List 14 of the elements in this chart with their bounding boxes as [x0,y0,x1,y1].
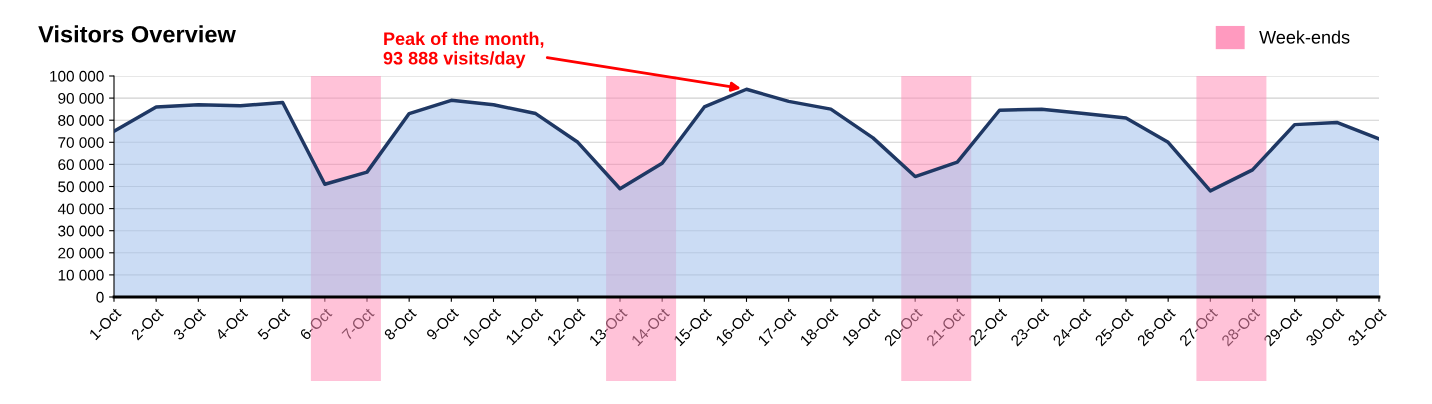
y-tick-label: 40 000 [57,203,104,215]
y-tick-label: 70 000 [58,137,104,148]
y-tick-label: 60 000 [58,159,104,171]
y-tick-label: 20 000 [58,247,104,259]
y-tick-label: 80 000 [58,115,104,126]
legend-label: Week-ends [1259,30,1350,44]
y-tick-label: 50 000 [58,181,104,193]
y-tick-label: 100 000 [50,70,104,82]
y-tick-label: 10 000 [58,269,104,281]
y-tick-label: 30 000 [58,225,104,237]
y-tick-label: 0 [96,291,104,303]
annotation: Peak of the month, 93 888 visits/day [383,31,544,69]
y-tick-label: 90 000 [58,92,104,104]
chart-title: Visitors Overview [38,25,236,43]
